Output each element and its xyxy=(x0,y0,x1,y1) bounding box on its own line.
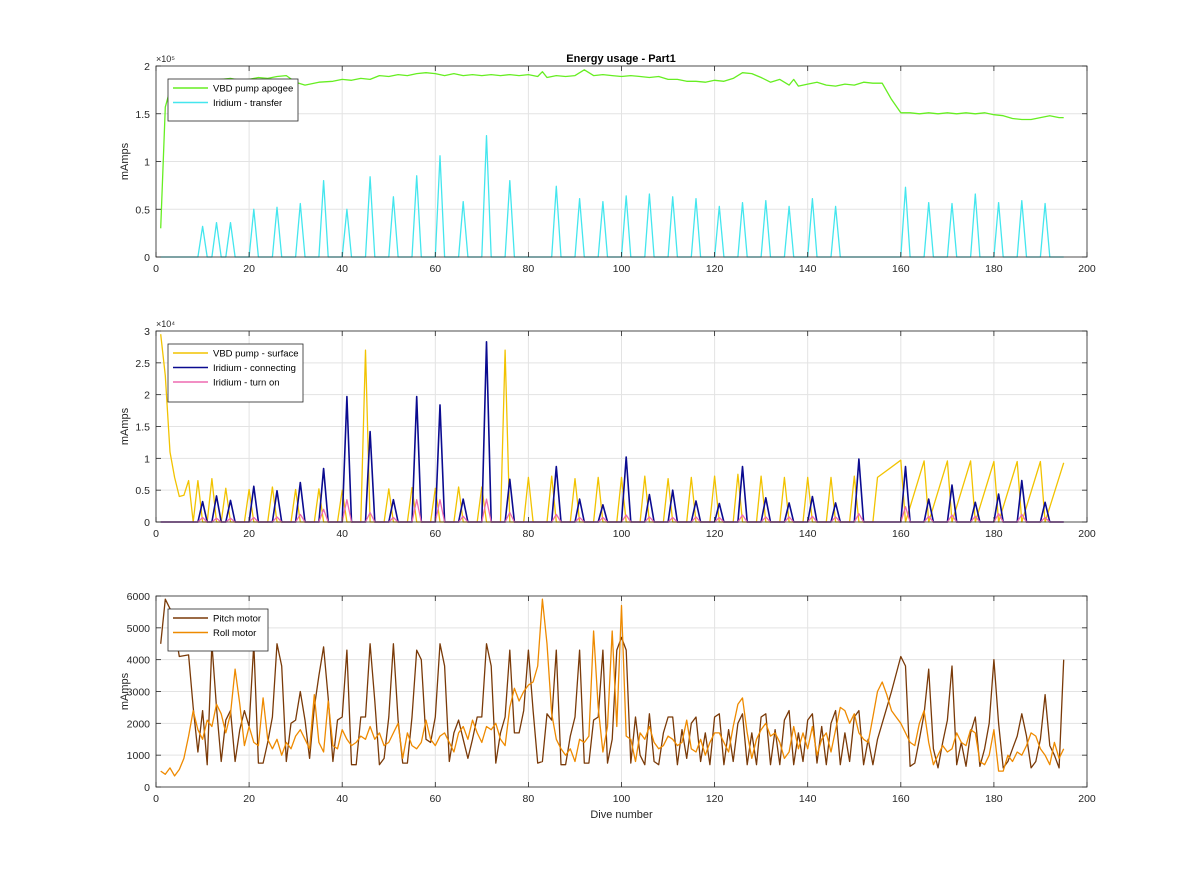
x-tick-label: 80 xyxy=(523,528,535,540)
x-tick-label: 180 xyxy=(985,793,1003,805)
x-tick-label: 80 xyxy=(523,263,535,275)
y-tick-label: 0.5 xyxy=(135,204,150,216)
y-axis-label: mAmps xyxy=(119,672,131,710)
legend: VBD pump apogee Iridium - transfer xyxy=(167,78,299,122)
y-tick-label: 1000 xyxy=(127,750,151,762)
x-tick-label: 80 xyxy=(523,793,535,805)
legend-entry: Iridium - transfer xyxy=(213,98,282,109)
y-tick-label: 3000 xyxy=(127,687,151,699)
y-tick-label: 2000 xyxy=(127,718,151,730)
y-tick-label: 1 xyxy=(144,157,150,169)
y-tick-label: 0.5 xyxy=(135,485,150,497)
x-tick-label: 200 xyxy=(1078,263,1096,275)
y-tick-label: 3 xyxy=(144,326,150,338)
x-tick-label: 60 xyxy=(429,263,441,275)
x-tick-label: 120 xyxy=(706,263,724,275)
y-tick-label: 2 xyxy=(144,61,150,73)
x-tick-label: 0 xyxy=(153,263,159,275)
x-tick-label: 120 xyxy=(706,793,724,805)
y-tick-label: 0 xyxy=(144,517,150,529)
y-axis-label: mAmps xyxy=(119,407,131,445)
axes-panel-1: 0 20 40 60 80 100 120 140 160 180 200 0 0.5 1 1.5 2 ×10⁵… xyxy=(119,54,1096,275)
x-tick-label: 20 xyxy=(243,528,255,540)
y-exponent-label: ×10⁴ xyxy=(156,319,175,329)
legend-entry: Iridium - connecting xyxy=(213,363,296,374)
series-line-iridium-transfer xyxy=(160,135,1064,258)
y-tick-label: 1 xyxy=(144,453,150,465)
legend-entry: Iridium - turn on xyxy=(213,378,280,389)
x-tick-label: 20 xyxy=(243,263,255,275)
x-tick-label: 140 xyxy=(799,263,817,275)
y-tick-label: 5000 xyxy=(127,623,151,635)
y-exponent-label: ×10⁵ xyxy=(156,54,175,64)
y-tick-label: 0 xyxy=(144,252,150,264)
x-tick-label: 100 xyxy=(613,263,631,275)
x-axis-label: Dive number xyxy=(590,809,653,821)
axes-panel-2: 0 20 40 60 80 100 120 140 160 180 200 0 0.5 1 1.5 2 2.5 3… xyxy=(119,319,1096,540)
legend-entry: VBD pump - surface xyxy=(213,349,299,360)
legend-entry: Roll motor xyxy=(213,628,256,639)
x-tick-label: 200 xyxy=(1078,528,1096,540)
y-tick-label: 6000 xyxy=(127,591,151,603)
legend: VBD pump - surface Iridium - connecting Ir… xyxy=(167,343,304,403)
x-tick-label: 160 xyxy=(892,793,910,805)
y-axis-label: mAmps xyxy=(119,142,131,180)
legend-box xyxy=(167,78,299,122)
y-tick-label: 2.5 xyxy=(135,358,150,370)
x-tick-label: 60 xyxy=(429,793,441,805)
x-tick-label: 40 xyxy=(336,528,348,540)
x-tick-label: 40 xyxy=(336,793,348,805)
legend-entry: Pitch motor xyxy=(213,614,261,625)
x-tick-label: 100 xyxy=(613,528,631,540)
x-tick-label: 140 xyxy=(799,528,817,540)
y-tick-label: 1.5 xyxy=(135,422,150,434)
figure-title: Energy usage - Part1 xyxy=(566,53,675,65)
x-tick-label: 100 xyxy=(613,793,631,805)
y-tick-label: 1.5 xyxy=(135,109,150,121)
legend-box xyxy=(167,608,269,652)
x-tick-label: 20 xyxy=(243,793,255,805)
x-tick-label: 200 xyxy=(1078,793,1096,805)
series-line-pitch-motor xyxy=(160,598,1065,769)
x-tick-label: 180 xyxy=(985,528,1003,540)
axes-panel-3: 0 20 40 60 80 100 120 140 160 180 2000100020003000… xyxy=(119,591,1096,821)
x-tick-label: 160 xyxy=(892,263,910,275)
legend-entry: VBD pump apogee xyxy=(213,84,293,95)
x-tick-label: 140 xyxy=(799,793,817,805)
x-tick-label: 180 xyxy=(985,263,1003,275)
series-line-roll-motor xyxy=(160,598,1065,777)
legend: Pitch motor Roll motor xyxy=(167,608,269,652)
y-tick-label: 2 xyxy=(144,390,150,402)
x-tick-label: 60 xyxy=(429,528,441,540)
series-line-vbd-pump-apogee xyxy=(160,69,1064,229)
x-tick-label: 0 xyxy=(153,793,159,805)
x-tick-label: 40 xyxy=(336,263,348,275)
y-tick-label: 0 xyxy=(144,782,150,794)
x-tick-label: 160 xyxy=(892,528,910,540)
x-tick-label: 0 xyxy=(153,528,159,540)
x-tick-label: 120 xyxy=(706,528,724,540)
y-tick-label: 4000 xyxy=(127,655,151,667)
